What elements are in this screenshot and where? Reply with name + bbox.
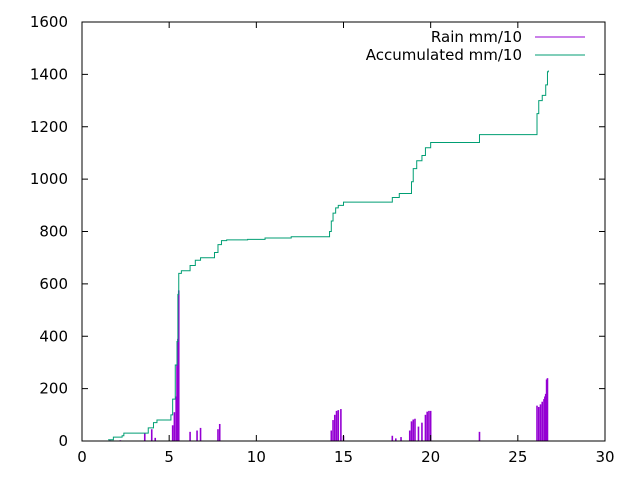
y-tick-label: 200 xyxy=(39,380,68,398)
legend: Rain mm/10 Accumulated mm/10 xyxy=(366,28,585,64)
y-tick-label: 800 xyxy=(39,223,68,241)
legend-label-accumulated: Accumulated mm/10 xyxy=(366,46,522,64)
x-tick-label: 20 xyxy=(421,448,440,466)
legend-label-rain: Rain mm/10 xyxy=(431,28,522,46)
y-tick-label: 1000 xyxy=(30,170,68,188)
axes: 0 5 10 15 20 25 30 0 200 400 600 800 1000 1200 1400 160… xyxy=(30,13,615,466)
y-tick-label: 1200 xyxy=(30,118,68,136)
y-tick-label: 1600 xyxy=(30,13,68,31)
y-tick-label: 1400 xyxy=(30,65,68,83)
accumulated-line xyxy=(108,70,549,441)
y-tick-label: 600 xyxy=(39,275,68,293)
rain-series xyxy=(109,290,549,441)
y-tick-label: 400 xyxy=(39,327,68,345)
accumulated-series xyxy=(108,70,549,441)
y-tick-label: 0 xyxy=(58,432,68,450)
x-tick-label: 10 xyxy=(247,448,266,466)
x-tick-label: 15 xyxy=(334,448,353,466)
x-tick-label: 25 xyxy=(508,448,527,466)
x-tick-label: 30 xyxy=(595,448,614,466)
x-tick-label: 0 xyxy=(77,448,87,466)
x-tick-label: 5 xyxy=(164,448,174,466)
